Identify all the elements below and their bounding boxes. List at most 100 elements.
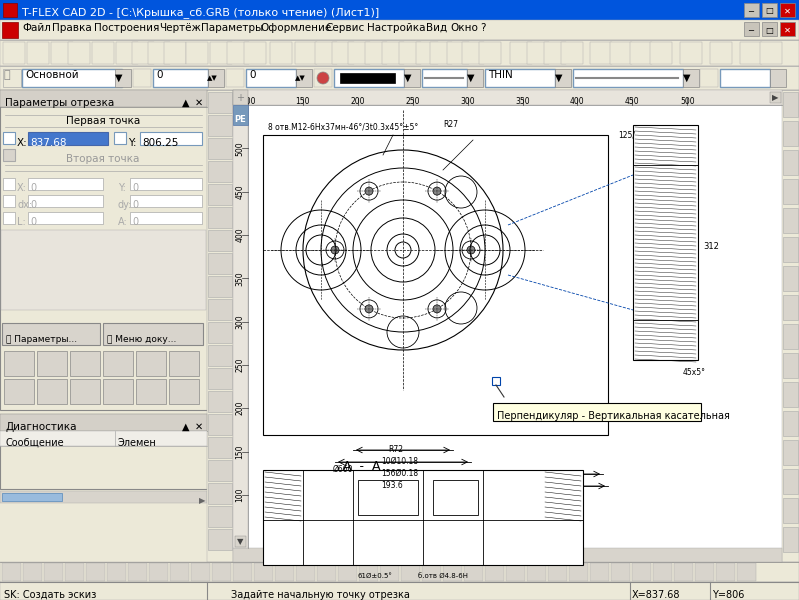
Bar [783, 440, 798, 465]
Bar [103, 351, 133, 376]
Text: Оформление: Оформление [260, 23, 332, 33]
Bar [380, 563, 399, 581]
Bar [107, 563, 126, 581]
Circle shape [365, 187, 373, 195]
Bar [493, 403, 701, 421]
Bar [783, 527, 798, 552]
Bar [760, 42, 782, 64]
Text: R72: R72 [388, 445, 403, 454]
Bar [27, 42, 49, 64]
Bar [382, 42, 404, 64]
Bar [28, 178, 103, 190]
Text: 0: 0 [30, 183, 36, 193]
Bar [2, 493, 62, 501]
Bar [744, 3, 759, 17]
Text: L:: L: [17, 217, 26, 227]
Bar [208, 230, 232, 251]
Bar [783, 411, 798, 436]
Bar [103, 379, 133, 404]
Text: 100: 100 [240, 97, 255, 107]
Bar [3, 149, 15, 161]
Text: 250: 250 [405, 97, 420, 107]
Bar [208, 184, 232, 205]
Bar [3, 3, 17, 17]
Bar [680, 42, 702, 64]
Text: 0: 0 [132, 183, 138, 193]
Text: Вид: Вид [426, 23, 447, 33]
Bar [244, 42, 266, 64]
Bar [191, 563, 210, 581]
Bar [227, 42, 249, 64]
Text: 837.68: 837.68 [30, 138, 66, 148]
Text: Сервис: Сервис [325, 23, 364, 33]
Text: 📋 Параметры...: 📋 Параметры... [6, 335, 78, 343]
Bar [762, 22, 777, 36]
Text: 300: 300 [460, 97, 475, 107]
Bar [37, 379, 67, 404]
Bar [233, 90, 782, 548]
Bar [716, 563, 735, 581]
Bar [233, 548, 782, 562]
Bar [610, 42, 632, 64]
Bar [770, 69, 786, 87]
Bar [208, 69, 224, 87]
Text: T-FLEX CAD 2D - [C:\Крышка_сб.GRB (только чтение) (Лист1)]: T-FLEX CAD 2D - [C:\Крышка_сб.GRB (тольк… [22, 8, 380, 19]
Bar [555, 69, 571, 87]
Bar [0, 0, 799, 20]
Bar [70, 379, 100, 404]
Bar [130, 195, 202, 207]
Text: Окно: Окно [451, 23, 479, 33]
Bar [170, 563, 189, 581]
Bar [130, 178, 202, 190]
Bar [296, 69, 312, 87]
Text: Вторая точка: Вторая точка [66, 154, 140, 164]
Bar [700, 69, 718, 87]
Bar [611, 563, 630, 581]
Bar [590, 42, 612, 64]
Bar [340, 73, 395, 83]
Text: 150: 150 [236, 444, 244, 459]
Bar [2, 22, 18, 38]
Bar [226, 69, 244, 87]
Bar [70, 351, 100, 376]
Text: Перпендикуляр - Вертикальная касательная: Перпендикуляр - Вертикальная касательная [497, 411, 729, 421]
Bar [0, 562, 799, 582]
Circle shape [433, 187, 441, 195]
Bar [233, 105, 248, 125]
Bar [248, 105, 782, 548]
Bar [3, 42, 25, 64]
Bar [561, 42, 583, 64]
Bar [208, 414, 232, 435]
Bar [0, 431, 207, 446]
Text: dy:: dy: [118, 200, 133, 210]
Bar [0, 582, 799, 600]
Bar [153, 69, 208, 87]
Text: ▼: ▼ [467, 73, 475, 83]
Text: THIN: THIN [488, 70, 513, 80]
Text: Параметры: Параметры [201, 23, 263, 33]
Text: ▶: ▶ [772, 94, 778, 103]
Bar [334, 69, 404, 87]
Bar [208, 460, 232, 481]
Bar [115, 69, 131, 87]
Text: Чертёж: Чертёж [159, 23, 201, 33]
Bar [0, 40, 799, 66]
Text: Элемен: Элемен [118, 438, 157, 448]
Bar [140, 132, 202, 145]
Bar [338, 563, 357, 581]
Bar [443, 563, 462, 581]
Bar [3, 212, 15, 224]
Text: 806.25: 806.25 [142, 138, 178, 148]
Text: Y=806: Y=806 [712, 590, 745, 600]
Bar [0, 20, 799, 40]
Bar [86, 563, 105, 581]
Text: 100: 100 [236, 488, 244, 502]
Text: Правка: Правка [52, 23, 92, 33]
Bar [783, 353, 798, 378]
Bar [103, 323, 203, 345]
Bar [212, 563, 231, 581]
Bar [544, 42, 566, 64]
Bar [295, 42, 317, 64]
Bar [92, 42, 114, 64]
Bar [492, 377, 500, 385]
